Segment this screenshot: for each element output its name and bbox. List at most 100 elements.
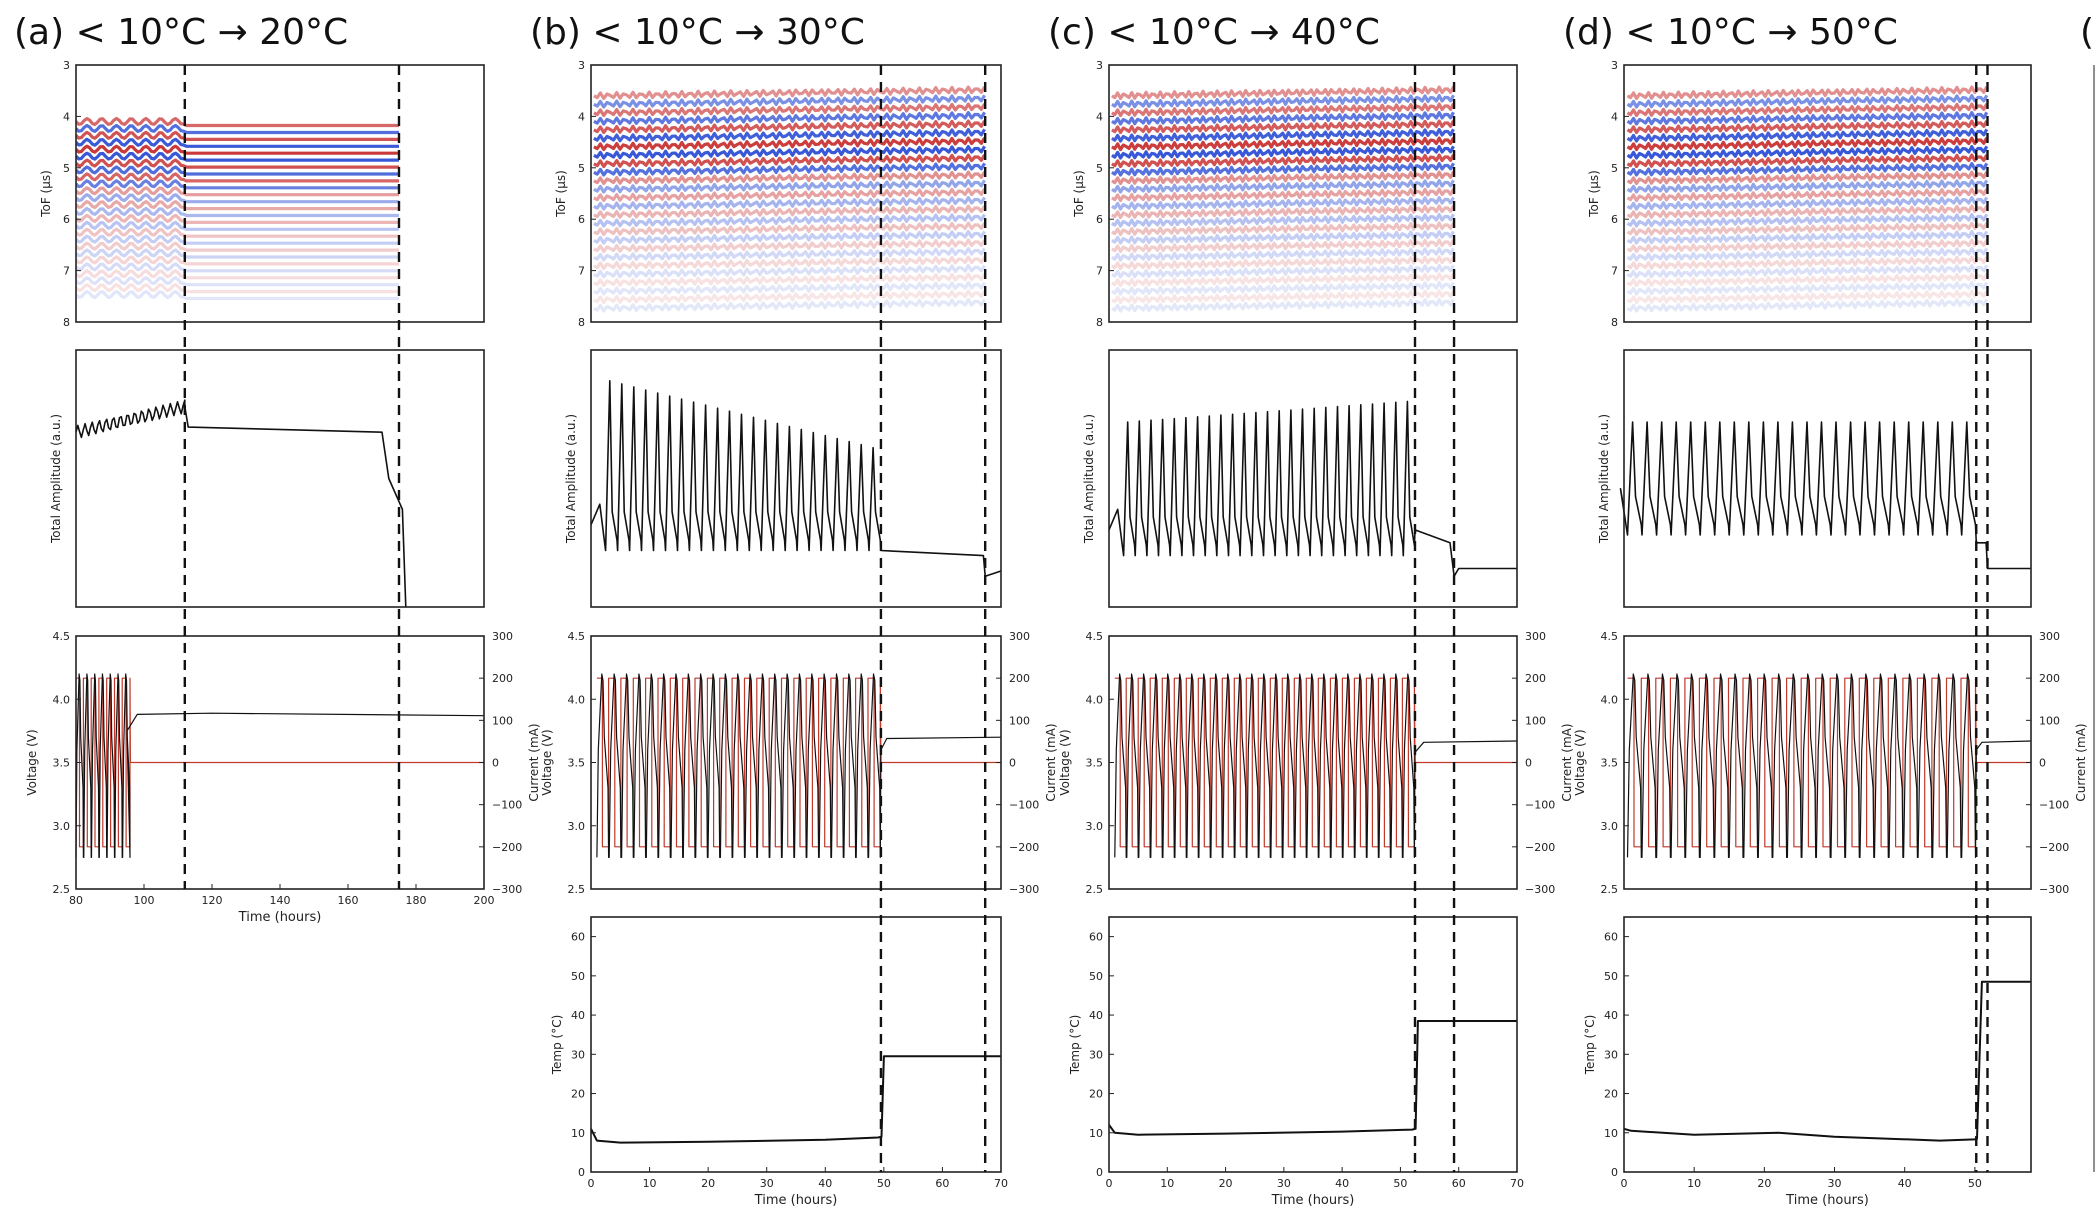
panel-c-tof-band bbox=[1111, 255, 1455, 271]
panel-a-xtick-label: 180 bbox=[406, 894, 427, 907]
panel-a-tof-band bbox=[76, 262, 399, 273]
panel-b-tof-band bbox=[593, 213, 986, 228]
panel-b-title: (b) < 10°C → 30°C bbox=[530, 12, 865, 53]
panel-a-tof-band bbox=[76, 179, 399, 190]
panel-a-tof-band bbox=[76, 289, 399, 301]
panel-a-tof-band bbox=[76, 151, 399, 162]
panel-c-tof-heatmap bbox=[1111, 85, 1455, 313]
panel-c-tof-band bbox=[1111, 145, 1455, 160]
panel-a-amplitude-axes-frame bbox=[75, 349, 485, 608]
panel-c-tof-band bbox=[1111, 119, 1455, 135]
panel-c-tof-ylabel: ToF (μs) bbox=[1072, 170, 1086, 218]
panel-b-tof-ytick-label: 5 bbox=[578, 162, 585, 175]
panel-d-voltage-ytick-label: 3.5 bbox=[1601, 757, 1619, 770]
panel-c-current-ytick-right-label: 100 bbox=[1525, 714, 1546, 727]
panel-c-tof-ytick-label: 5 bbox=[1096, 162, 1103, 175]
panel-d-temperature-ytick-label: 10 bbox=[1604, 1127, 1618, 1140]
panel-c-temperature-axes-frame bbox=[1108, 916, 1518, 1173]
panel-a-voltage-ylabel: Voltage (V) bbox=[25, 729, 39, 795]
panel-a-voltage-current-plot: 2.5 3.0 3.5 4.0 4.5 300 200 100 0 −100 −200 −300 Vol… bbox=[25, 630, 541, 925]
panel-a-amplitude-plot: Total Amplitude (a.u.) bbox=[49, 349, 485, 608]
panel-c-tof-band bbox=[1111, 102, 1455, 118]
panel-d-voltage-ylabel: Voltage (V) bbox=[1573, 729, 1587, 795]
panel-a-tof-heatmap bbox=[76, 116, 399, 301]
panel-a: 3 4 5 6 7 8 ToF (μs) Total Amplitude (a.u.) 2.5 3… bbox=[25, 59, 541, 925]
panel-b-xtick-label: 40 bbox=[818, 1177, 832, 1190]
panel-a-amplitude-ylabel: Total Amplitude (a.u.) bbox=[49, 414, 63, 544]
panel-d-temperature-ytick-label: 30 bbox=[1604, 1048, 1618, 1061]
panel-d-tof-ytick-label: 8 bbox=[1611, 316, 1618, 329]
panel-c-amplitude-axes-frame bbox=[1108, 349, 1518, 608]
panel-d-tof-axes-frame bbox=[1623, 64, 2032, 323]
panel-d-voltage-ytick-label: 4.5 bbox=[1601, 630, 1619, 643]
panel-b-tof-band bbox=[593, 281, 986, 296]
panel-c-tof-band bbox=[1111, 298, 1455, 313]
panel-d-tof-band bbox=[1626, 298, 1989, 313]
panel-a-tof-band bbox=[76, 248, 399, 259]
panel-c-tof-band bbox=[1111, 136, 1455, 152]
panel-a-tof-band bbox=[76, 206, 399, 218]
panel-d-tof-ylabel: ToF (μs) bbox=[1587, 170, 1601, 218]
panel-c-temperature-ytick-label: 0 bbox=[1096, 1166, 1103, 1179]
panel-a-current-ytick-right-label: 0 bbox=[492, 757, 499, 770]
panel-b-amplitude-ylabel: Total Amplitude (a.u.) bbox=[564, 414, 578, 544]
panel-a-xtick-label: 200 bbox=[474, 894, 495, 907]
panel-a-current-ytick-right-label: −300 bbox=[492, 883, 522, 896]
panel-c-temperature-ytick-label: 20 bbox=[1089, 1088, 1103, 1101]
panel-b-tof-ytick-label: 4 bbox=[578, 110, 585, 123]
panel-b-tof-band bbox=[593, 247, 986, 262]
panel-b-tof-band bbox=[593, 153, 986, 169]
panel-d-temperature-ytick-label: 0 bbox=[1611, 1166, 1618, 1179]
panel-c-tof-band bbox=[1111, 170, 1455, 186]
panel-b-voltage-ylabel: Voltage (V) bbox=[540, 729, 554, 795]
panel-a-xtick-label: 120 bbox=[202, 894, 223, 907]
panel-d-tof-band bbox=[1626, 272, 1989, 288]
panel-c-tof-band bbox=[1111, 281, 1455, 296]
panel-b-voltage-ytick-label: 3.5 bbox=[568, 757, 586, 770]
panel-b-tof-band bbox=[593, 145, 986, 160]
panel-titles: (a) < 10°C → 20°C (b) < 10°C → 30°C (c) … bbox=[14, 12, 2096, 53]
panel-c-tof-band bbox=[1111, 230, 1455, 245]
panel-b-temperature-ytick-label: 10 bbox=[571, 1127, 585, 1140]
panel-a-tof-band bbox=[76, 227, 399, 238]
panel-b-xtick-label: 20 bbox=[701, 1177, 715, 1190]
panel-a-tof-band bbox=[76, 255, 399, 266]
panel-c-amplitude-plot: Total Amplitude (a.u.) bbox=[1082, 349, 1518, 608]
panel-d-tof-band bbox=[1626, 247, 1989, 262]
panel-c-current-ytick-right-label: 300 bbox=[1525, 630, 1546, 643]
panel-d-tof-ytick-label: 7 bbox=[1611, 265, 1618, 278]
panel-c-current-ytick-right-label: −100 bbox=[1525, 799, 1555, 812]
panel-d-current-ytick-right-label: 100 bbox=[2039, 714, 2060, 727]
panel-d-tof-band bbox=[1626, 213, 1989, 228]
panel-d-temperature-ytick-label: 50 bbox=[1604, 970, 1618, 983]
panel-b-current-ytick-right-label: −200 bbox=[1009, 841, 1039, 854]
panel-b-tof-ylabel: ToF (μs) bbox=[554, 170, 568, 218]
panel-c-xlabel: Time (hours) bbox=[1271, 1193, 1355, 1208]
panel-c-xtick-label: 30 bbox=[1277, 1177, 1291, 1190]
panel-a-tof-band bbox=[76, 172, 399, 183]
panel-d-tof-ytick-label: 3 bbox=[1611, 59, 1618, 72]
panel-a-tof-ytick-label: 5 bbox=[63, 162, 70, 175]
panel-b-tof-ytick-label: 6 bbox=[578, 213, 585, 226]
panel-d-tof-band bbox=[1626, 281, 1989, 296]
panel-c-temperature-ylabel: Temp (°C) bbox=[1068, 1015, 1082, 1076]
panel-a-xtick-label: 140 bbox=[270, 894, 291, 907]
panel-d-tof-band bbox=[1626, 153, 1989, 169]
panel-a-tof-ytick-label: 4 bbox=[63, 110, 70, 123]
panel-c-tof-ytick-label: 6 bbox=[1096, 213, 1103, 226]
panel-c-tof-band bbox=[1111, 187, 1455, 203]
panel-d-xtick-label: 50 bbox=[1968, 1177, 1982, 1190]
panel-d-xtick-label: 10 bbox=[1687, 1177, 1701, 1190]
panel-d-amplitude-axes-frame bbox=[1623, 349, 2032, 608]
panel-d-tof-band bbox=[1626, 145, 1989, 160]
panel-b-tof-ytick-label: 3 bbox=[578, 59, 585, 72]
panel-a-tof-band bbox=[76, 130, 399, 141]
panel-a-xtick-label: 80 bbox=[69, 894, 83, 907]
panel-c-xtick-label: 40 bbox=[1335, 1177, 1349, 1190]
panel-b-tof-band bbox=[593, 110, 986, 126]
panel-a-xtick-label: 100 bbox=[134, 894, 155, 907]
panel-a-voltage-ytick-label: 4.5 bbox=[53, 630, 71, 643]
panel-a-current-ytick-right-label: 300 bbox=[492, 630, 513, 643]
panel-d-tof-band bbox=[1626, 187, 1989, 203]
panel-c-temperature-line bbox=[1108, 1020, 1517, 1136]
